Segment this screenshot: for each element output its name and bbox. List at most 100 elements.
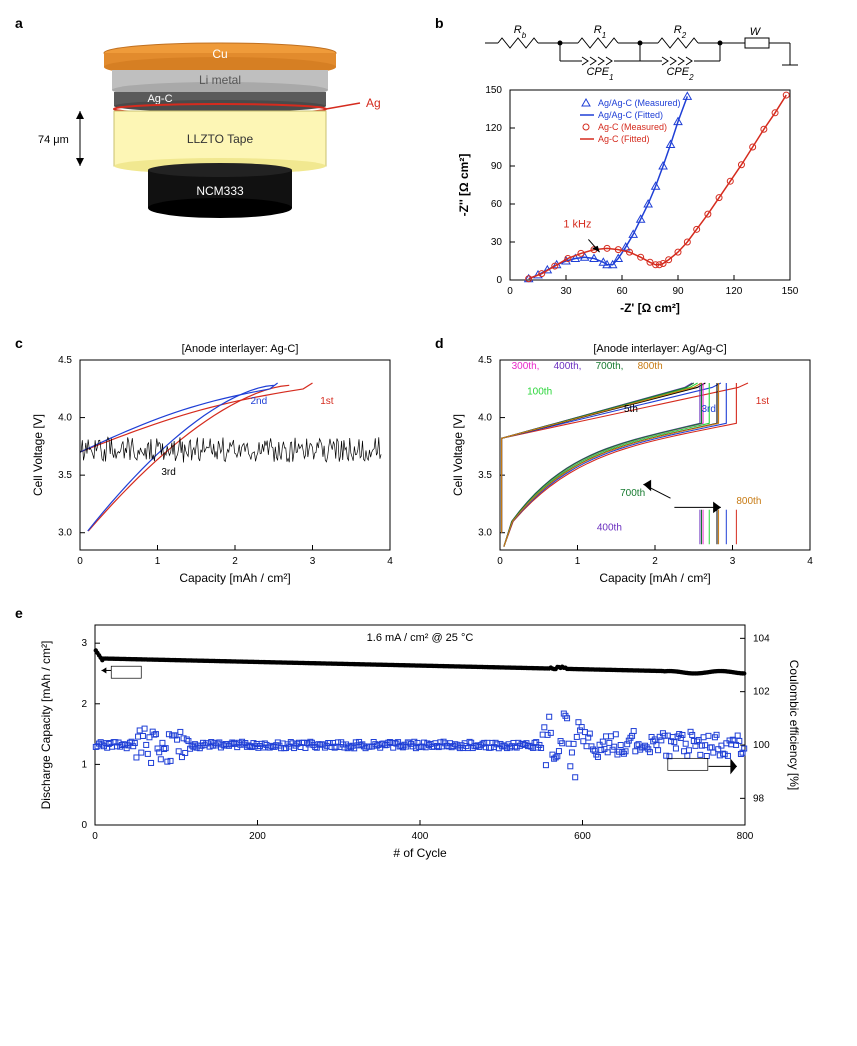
- layer-llzto-label: LLZTO Tape: [187, 132, 254, 146]
- svg-text:800: 800: [737, 831, 754, 842]
- svg-text:2: 2: [81, 699, 87, 710]
- svg-text:Cell Voltage [V]: Cell Voltage [V]: [31, 414, 45, 496]
- svg-text:200: 200: [249, 831, 266, 842]
- svg-text:2nd: 2nd: [251, 396, 268, 407]
- panel-c-title: [Anode interlayer: Ag-C]: [182, 343, 299, 355]
- svg-text:Cell Voltage [V]: Cell Voltage [V]: [451, 414, 465, 496]
- svg-text:Capacity [mAh / cm²]: Capacity [mAh / cm²]: [599, 571, 710, 585]
- panel-label-b: b: [435, 15, 444, 31]
- svg-text:30: 30: [560, 286, 572, 297]
- svg-text:1.6 mA / cm² @ 25 °C: 1.6 mA / cm² @ 25 °C: [367, 632, 474, 644]
- svg-text:1 kHz: 1 kHz: [563, 219, 591, 231]
- svg-text:4.5: 4.5: [478, 355, 492, 366]
- cycle-plot: 0 200 400 600 800 0 1 2 3 98 100 102 104 # of Cycle Di…: [20, 610, 820, 870]
- svg-text:700th,: 700th,: [596, 361, 624, 372]
- svg-text:3rd: 3rd: [161, 467, 175, 478]
- svg-text:120: 120: [485, 123, 502, 134]
- layer-ag-label: Ag: [366, 96, 381, 110]
- svg-text:102: 102: [753, 687, 770, 698]
- svg-text:4: 4: [807, 556, 813, 567]
- svg-text:3.0: 3.0: [478, 528, 492, 539]
- svg-text:W: W: [750, 26, 762, 38]
- svg-text:3: 3: [730, 556, 736, 567]
- svg-text:0: 0: [497, 556, 503, 567]
- svg-text:3.5: 3.5: [478, 470, 492, 481]
- svg-text:60: 60: [491, 199, 503, 210]
- svg-text:0: 0: [496, 275, 502, 286]
- svg-text:98: 98: [753, 793, 765, 804]
- svg-text:120: 120: [726, 286, 743, 297]
- svg-text:0: 0: [92, 831, 98, 842]
- svg-text:# of Cycle: # of Cycle: [393, 846, 447, 860]
- svg-text:-Z'' [Ω cm²]: -Z'' [Ω cm²]: [457, 154, 471, 217]
- svg-text:5th: 5th: [624, 404, 638, 415]
- svg-text:R1: R1: [594, 24, 606, 40]
- svg-text:Ag-C (Fitted): Ag-C (Fitted): [598, 134, 650, 144]
- svg-text:100: 100: [753, 740, 770, 751]
- layer-agc-label: Ag-C: [147, 93, 172, 105]
- svg-text:400: 400: [412, 831, 429, 842]
- cell-stack-diagram: Cu Li metal Ag-C Ag LLZTO Tape: [20, 20, 400, 240]
- svg-text:0: 0: [77, 556, 83, 567]
- svg-text:Ag/Ag-C (Fitted): Ag/Ag-C (Fitted): [598, 110, 663, 120]
- svg-text:400th,: 400th,: [554, 361, 582, 372]
- layer-cu-label: Cu: [212, 47, 227, 61]
- svg-text:60: 60: [616, 286, 628, 297]
- nyquist-plot: Rb R1 CPE1 R2: [440, 20, 840, 320]
- svg-text:3.5: 3.5: [58, 470, 72, 481]
- svg-text:800th: 800th: [638, 361, 663, 372]
- svg-text:800th: 800th: [736, 496, 761, 507]
- voltage-capacity-d: [Anode interlayer: Ag/Ag-C] 012343.03.54…: [440, 340, 840, 590]
- svg-text:Ag-C (Measured): Ag-C (Measured): [598, 122, 667, 132]
- svg-text:Ag/Ag-C (Measured): Ag/Ag-C (Measured): [598, 98, 681, 108]
- svg-text:2: 2: [652, 556, 658, 567]
- panel-label-d: d: [435, 335, 444, 351]
- svg-text:0: 0: [81, 820, 87, 831]
- svg-text:CPE1: CPE1: [586, 66, 613, 82]
- layer-li-label: Li metal: [199, 73, 241, 87]
- svg-text:R2: R2: [674, 24, 687, 40]
- svg-text:104: 104: [753, 633, 770, 644]
- svg-text:90: 90: [672, 286, 684, 297]
- panel-label-a: a: [15, 15, 23, 31]
- svg-text:CPE2: CPE2: [666, 66, 694, 82]
- voltage-capacity-c: [Anode interlayer: Ag-C] 012343.03.54.04…: [20, 340, 420, 590]
- svg-text:1st: 1st: [756, 396, 770, 407]
- svg-text:4: 4: [387, 556, 393, 567]
- panel-a: a Cu Li metal Ag-C Ag: [20, 20, 420, 320]
- panel-label-c: c: [15, 335, 23, 351]
- panel-label-e: e: [15, 605, 23, 621]
- panel-b: b Rb R1 CPE1: [440, 20, 840, 320]
- svg-text:4.0: 4.0: [478, 413, 492, 424]
- svg-text:1: 1: [155, 556, 161, 567]
- svg-text:1st: 1st: [320, 396, 334, 407]
- svg-text:3: 3: [81, 638, 87, 649]
- svg-text:100th: 100th: [527, 387, 552, 398]
- svg-text:1: 1: [81, 759, 87, 770]
- thickness-label: 74 μm: [38, 134, 69, 146]
- svg-text:90: 90: [491, 161, 503, 172]
- svg-text:400th: 400th: [597, 522, 622, 533]
- panel-c: c [Anode interlayer: Ag-C] 012343.03.54.…: [20, 340, 420, 590]
- svg-text:0: 0: [507, 286, 513, 297]
- panel-d: d [Anode interlayer: Ag/Ag-C] 012343.03.…: [440, 340, 840, 590]
- svg-text:700th: 700th: [620, 488, 645, 499]
- figure-grid: a Cu Li metal Ag-C Ag: [20, 20, 837, 870]
- svg-text:Discharge Capacity [mAh / cm²]: Discharge Capacity [mAh / cm²]: [39, 641, 53, 810]
- svg-text:300th,: 300th,: [512, 361, 540, 372]
- svg-text:3: 3: [310, 556, 316, 567]
- svg-text:150: 150: [485, 85, 502, 96]
- svg-text:4.0: 4.0: [58, 413, 72, 424]
- svg-text:2: 2: [232, 556, 238, 567]
- svg-text:3.0: 3.0: [58, 528, 72, 539]
- svg-text:Rb: Rb: [514, 24, 527, 40]
- panel-e: e 0200400600800012398100102104# of Cycle…: [20, 610, 840, 870]
- svg-text:-Z' [Ω cm²]: -Z' [Ω cm²]: [620, 301, 680, 315]
- svg-text:600: 600: [574, 831, 591, 842]
- svg-text:3rd: 3rd: [702, 404, 716, 415]
- svg-text:150: 150: [782, 286, 799, 297]
- svg-text:1: 1: [575, 556, 581, 567]
- svg-text:30: 30: [491, 237, 503, 248]
- layer-ncm-label: NCM333: [196, 184, 244, 198]
- svg-text:Capacity [mAh / cm²]: Capacity [mAh / cm²]: [179, 571, 290, 585]
